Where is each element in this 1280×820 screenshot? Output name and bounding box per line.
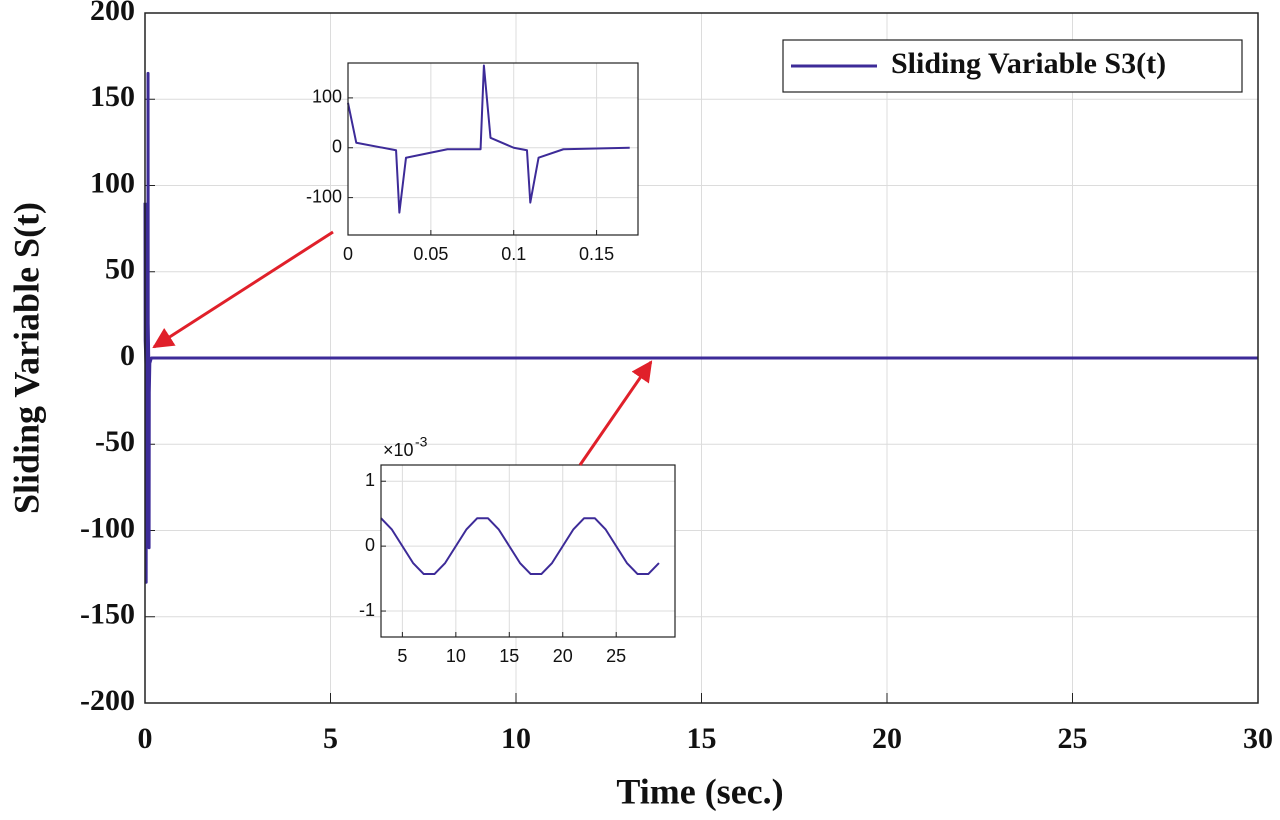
y-tick-label: 1: [365, 470, 375, 490]
y-axis-label: Sliding Variable S(t): [6, 202, 46, 514]
axes-box: [144, 12, 1259, 704]
x-tick-label: 20: [872, 722, 902, 755]
y-tick-label: 0: [120, 339, 135, 372]
y-tick-label: -100: [306, 186, 342, 206]
x-tick-label: 0.05: [413, 244, 448, 264]
data-line: [380, 517, 660, 576]
x-axis-label: Time (sec.): [616, 771, 783, 811]
y-tick-label: 100: [90, 166, 135, 199]
y-tick-label: 0: [365, 535, 375, 555]
exponent-base: ×10: [383, 440, 414, 460]
data-line: [347, 64, 630, 214]
x-tick-label: 20: [553, 646, 573, 666]
x-tick-label: 15: [687, 722, 717, 755]
x-tick-label: 5: [397, 646, 407, 666]
y-tick-label: -100: [80, 511, 135, 544]
exponent-power: -3: [415, 434, 428, 450]
y-tick-label: -150: [80, 598, 135, 631]
y-tick-label: 50: [105, 253, 135, 286]
x-tick-label: 0.15: [579, 244, 614, 264]
y-tick-label: -50: [95, 425, 135, 458]
arrow: [578, 360, 653, 466]
x-tick-label: 0.1: [501, 244, 526, 264]
axes-box: [380, 464, 676, 638]
x-tick-label: 30: [1243, 722, 1273, 755]
data-line: [143, 71, 1258, 584]
plot-area: [381, 465, 675, 637]
x-tick-label: 10: [501, 722, 531, 755]
y-tick-label: 150: [90, 80, 135, 113]
axes-box: [347, 62, 639, 236]
x-tick-label: 10: [446, 646, 466, 666]
x-tick-label: 25: [1058, 722, 1088, 755]
x-tick-label: 0: [343, 244, 353, 264]
y-tick-label: -200: [80, 684, 135, 717]
x-tick-label: 15: [499, 646, 519, 666]
y-tick-label: 100: [312, 87, 342, 107]
x-tick-label: 25: [606, 646, 626, 666]
inset-axes: -100 0 100 0 0.05 0.1 0.15: [306, 62, 639, 264]
y-tick-label: 200: [90, 0, 135, 27]
x-tick-label: 0: [138, 722, 153, 755]
y-tick-label: 0: [332, 137, 342, 157]
arrow: [152, 230, 334, 349]
x-tick-label: 5: [323, 722, 338, 755]
y-tick-label: -1: [359, 600, 375, 620]
legend-label: Sliding Variable S3(t): [891, 47, 1166, 80]
